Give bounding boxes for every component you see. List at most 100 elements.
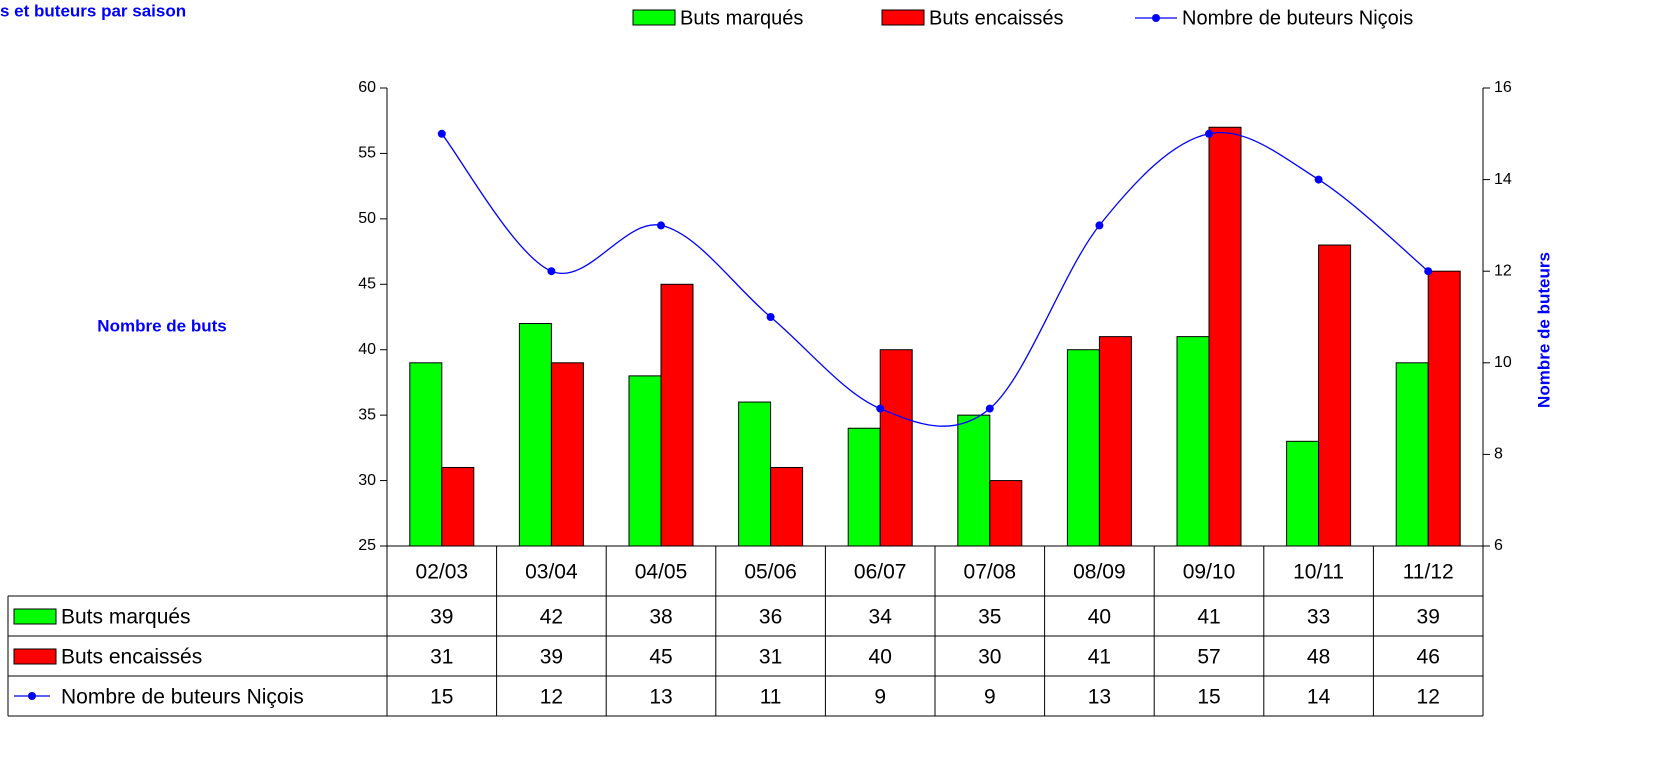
y-tick-label: 50 bbox=[358, 210, 376, 227]
marker bbox=[985, 404, 994, 413]
bar bbox=[989, 480, 1023, 547]
legend-label: Nombre de buteurs Niçois bbox=[1182, 7, 1413, 29]
bar bbox=[1176, 336, 1210, 547]
marker bbox=[1205, 129, 1213, 138]
x-tick-label: 05/06 bbox=[744, 561, 797, 584]
marker bbox=[437, 129, 446, 138]
y-tick-label: 55 bbox=[358, 145, 376, 162]
table-cell: 36 bbox=[759, 606, 782, 629]
table-legend-symbol bbox=[13, 608, 57, 625]
x-tick-label: 10/11 bbox=[1293, 561, 1344, 584]
table-cell: 31 bbox=[430, 646, 453, 669]
table-cell: 13 bbox=[649, 686, 672, 709]
bar bbox=[1318, 244, 1352, 547]
y2-tick-label: 10 bbox=[1494, 354, 1512, 371]
bar bbox=[550, 362, 584, 547]
table-cell: 11 bbox=[760, 686, 782, 709]
chart-title: s et buteurs par saison bbox=[0, 1, 186, 20]
table-cell: 41 bbox=[1088, 646, 1111, 669]
bar bbox=[628, 375, 662, 547]
x-tick-label: 03/04 bbox=[525, 561, 578, 584]
marker bbox=[1095, 221, 1104, 230]
table-cell: 40 bbox=[1088, 606, 1111, 629]
table-cell: 33 bbox=[1307, 606, 1330, 629]
x-tick-label: 02/03 bbox=[416, 561, 469, 584]
bar bbox=[441, 466, 475, 547]
y-tick-label: 40 bbox=[358, 341, 376, 358]
y2-tick-label: 12 bbox=[1494, 262, 1512, 279]
table-cell: 40 bbox=[869, 646, 892, 669]
line bbox=[441, 132, 1429, 427]
legend-label: Buts marqués bbox=[680, 7, 803, 29]
table-cell: 13 bbox=[1088, 686, 1111, 709]
table-legend-symbol bbox=[13, 648, 57, 665]
y2-tick-label: 14 bbox=[1494, 171, 1512, 188]
table-cell: 14 bbox=[1307, 686, 1331, 709]
y-tick-label: 60 bbox=[358, 79, 376, 96]
marker bbox=[766, 313, 775, 321]
table-row-label: Nombre de buteurs Niçois bbox=[61, 686, 304, 709]
bar bbox=[1427, 270, 1461, 547]
bar bbox=[847, 427, 881, 547]
x-tick-label: 09/10 bbox=[1183, 561, 1236, 584]
y2-axis-label: Nombre de buteurs bbox=[1534, 252, 1553, 408]
table-cell: 42 bbox=[540, 606, 563, 629]
bar bbox=[1395, 362, 1429, 547]
table-cell: 45 bbox=[649, 646, 672, 669]
table-cell: 39 bbox=[540, 646, 563, 669]
table-cell: 34 bbox=[869, 606, 893, 629]
bar bbox=[660, 283, 694, 547]
y2-tick-label: 8 bbox=[1494, 446, 1503, 463]
marker bbox=[547, 267, 556, 276]
table-cell: 39 bbox=[430, 606, 453, 629]
bar bbox=[1286, 440, 1320, 547]
marker bbox=[1424, 267, 1433, 276]
marker bbox=[876, 404, 885, 413]
table-cell: 9 bbox=[984, 686, 996, 709]
table-cell: 39 bbox=[1417, 606, 1440, 629]
marker bbox=[657, 221, 665, 230]
bar bbox=[1208, 126, 1242, 547]
bar bbox=[957, 414, 991, 547]
table-cell: 46 bbox=[1417, 646, 1440, 669]
x-tick-label: 07/08 bbox=[964, 561, 1017, 584]
table-cell: 30 bbox=[978, 646, 1001, 669]
bar bbox=[409, 362, 443, 547]
bar bbox=[879, 349, 913, 547]
bar bbox=[770, 466, 804, 547]
legend-label: Buts encaissés bbox=[929, 7, 1064, 29]
table-cell: 12 bbox=[540, 686, 563, 709]
x-tick-label: 11/12 bbox=[1403, 561, 1454, 584]
bar bbox=[518, 323, 552, 547]
x-tick-label: 04/05 bbox=[635, 561, 688, 584]
table-cell: 38 bbox=[649, 606, 672, 629]
legend-symbol bbox=[632, 9, 676, 26]
y-axis-label: Nombre de buts bbox=[97, 316, 226, 335]
table-cell: 57 bbox=[1197, 646, 1220, 669]
y-tick-label: 25 bbox=[358, 537, 376, 554]
legend-symbol bbox=[881, 9, 925, 26]
table-cell: 41 bbox=[1197, 606, 1220, 629]
table-cell: 48 bbox=[1307, 646, 1330, 669]
table-row-label: Buts encaissés bbox=[61, 646, 202, 669]
bar bbox=[738, 401, 772, 547]
y-tick-label: 35 bbox=[358, 406, 376, 423]
table-row-label: Buts marqués bbox=[61, 606, 191, 629]
table-cell: 31 bbox=[759, 646, 782, 669]
marker bbox=[1314, 175, 1323, 184]
table-cell: 9 bbox=[874, 686, 886, 709]
x-tick-label: 06/07 bbox=[854, 561, 907, 584]
table-cell: 12 bbox=[1417, 686, 1440, 709]
y2-tick-label: 6 bbox=[1494, 537, 1503, 554]
table-cell: 15 bbox=[1197, 686, 1220, 709]
table-cell: 35 bbox=[978, 606, 1001, 629]
table-cell: 15 bbox=[430, 686, 453, 709]
bar bbox=[1066, 349, 1100, 547]
bar bbox=[1098, 336, 1132, 547]
y-tick-label: 45 bbox=[358, 276, 376, 293]
legend-symbol bbox=[1152, 14, 1160, 22]
x-tick-label: 08/09 bbox=[1073, 561, 1126, 584]
y-tick-label: 30 bbox=[358, 472, 376, 489]
